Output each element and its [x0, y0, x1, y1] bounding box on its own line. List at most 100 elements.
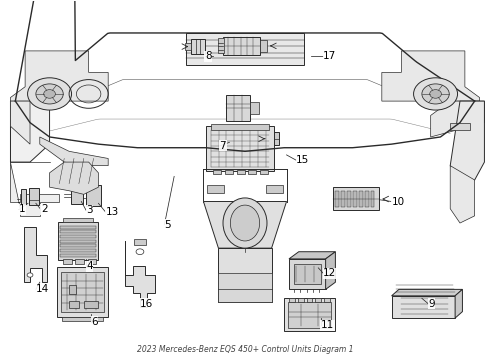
Text: 16: 16	[140, 299, 153, 309]
Bar	[260, 170, 268, 174]
Polygon shape	[450, 166, 475, 223]
Polygon shape	[10, 87, 49, 162]
Text: 4: 4	[86, 261, 93, 271]
Bar	[237, 170, 245, 174]
Polygon shape	[40, 137, 108, 166]
Bar	[333, 187, 379, 211]
Polygon shape	[326, 252, 335, 289]
Bar	[57, 267, 108, 317]
Text: 10: 10	[392, 197, 405, 207]
Bar	[268, 132, 279, 145]
Polygon shape	[10, 101, 30, 144]
Bar	[211, 125, 270, 130]
Bar	[69, 301, 79, 308]
Bar	[365, 191, 368, 207]
Circle shape	[422, 84, 449, 104]
Text: 17: 17	[323, 51, 337, 61]
Bar	[288, 302, 331, 328]
Circle shape	[136, 249, 144, 255]
Bar	[450, 123, 470, 130]
Bar	[29, 188, 39, 205]
Bar	[185, 43, 191, 50]
Polygon shape	[219, 248, 271, 302]
Circle shape	[27, 78, 72, 110]
Text: 9: 9	[428, 299, 435, 309]
Polygon shape	[10, 162, 59, 216]
Text: 3: 3	[86, 206, 93, 216]
Bar	[353, 191, 357, 207]
Bar	[60, 235, 97, 238]
Polygon shape	[392, 289, 463, 296]
Bar	[60, 230, 97, 233]
Text: 5: 5	[164, 220, 171, 230]
Bar	[134, 239, 147, 244]
Bar	[206, 126, 274, 171]
Polygon shape	[431, 101, 485, 137]
Polygon shape	[24, 226, 47, 282]
Bar	[60, 239, 97, 243]
Text: 2023 Mercedes-Benz EQS 450+ Control Units Diagram 1: 2023 Mercedes-Benz EQS 450+ Control Unit…	[137, 345, 353, 354]
Text: 6: 6	[91, 317, 98, 327]
Bar	[63, 218, 93, 222]
Ellipse shape	[230, 205, 260, 241]
Bar	[60, 249, 97, 252]
Polygon shape	[392, 296, 455, 318]
Bar	[60, 244, 97, 247]
Bar	[213, 170, 221, 174]
Bar	[218, 39, 224, 53]
Bar	[284, 298, 335, 331]
Bar	[86, 185, 101, 206]
Text: 11: 11	[321, 320, 334, 330]
Circle shape	[36, 84, 63, 104]
Bar	[84, 301, 98, 308]
Circle shape	[414, 78, 458, 110]
Text: 13: 13	[106, 207, 119, 217]
Text: 15: 15	[296, 155, 310, 165]
Polygon shape	[289, 252, 335, 259]
Polygon shape	[455, 289, 463, 318]
Polygon shape	[203, 202, 287, 248]
Text: 2: 2	[41, 204, 48, 215]
Bar	[266, 185, 283, 193]
Bar	[69, 285, 76, 294]
Bar	[316, 298, 321, 302]
Bar	[335, 191, 339, 207]
Bar	[21, 189, 26, 204]
Bar	[60, 226, 97, 229]
Bar	[62, 317, 103, 321]
Bar	[370, 191, 374, 207]
Ellipse shape	[223, 198, 267, 248]
Bar	[250, 102, 259, 114]
Bar	[359, 191, 363, 207]
Bar	[219, 273, 271, 302]
Polygon shape	[382, 51, 480, 101]
Text: 7: 7	[220, 141, 226, 151]
Circle shape	[27, 273, 33, 277]
Bar	[88, 259, 97, 264]
Bar	[289, 298, 295, 302]
Polygon shape	[49, 162, 98, 194]
Bar	[207, 185, 224, 193]
Circle shape	[430, 90, 441, 98]
Text: 8: 8	[205, 51, 212, 61]
Bar	[75, 259, 84, 264]
Bar	[226, 95, 250, 121]
Polygon shape	[125, 241, 155, 307]
Circle shape	[44, 90, 55, 98]
Bar	[347, 191, 351, 207]
Text: 1: 1	[19, 204, 26, 215]
Text: 14: 14	[36, 284, 49, 294]
Bar	[294, 264, 321, 284]
Bar	[186, 33, 304, 65]
Bar	[248, 170, 256, 174]
Polygon shape	[289, 259, 326, 289]
Bar	[225, 170, 233, 174]
Bar	[58, 222, 98, 260]
Bar	[324, 298, 330, 302]
Text: 12: 12	[323, 268, 337, 278]
Bar	[60, 253, 97, 257]
Bar	[61, 272, 104, 312]
Bar	[298, 298, 304, 302]
Bar	[71, 185, 83, 204]
Bar	[191, 40, 205, 54]
